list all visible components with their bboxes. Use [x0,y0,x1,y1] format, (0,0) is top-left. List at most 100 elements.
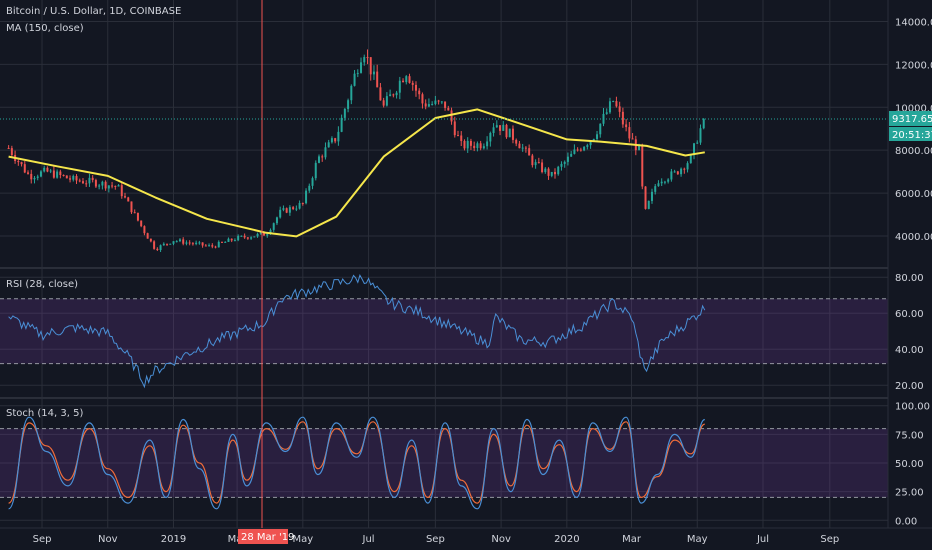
candle-body [224,241,227,243]
candle-body [683,168,686,170]
candle-body [385,96,388,106]
x-tick-label: Nov [98,534,118,545]
candle-body [143,226,146,234]
rsi-legend-label[interactable]: RSI (28, close) [6,279,78,290]
candle-body [638,145,641,151]
candle-body [537,162,540,164]
candle-body [172,241,175,244]
x-tick-label: Sep [426,534,445,545]
candle-body [23,164,26,173]
candle-body [256,233,259,237]
candle-body [337,131,340,142]
candle-body [660,181,663,184]
candle-body [146,233,149,239]
rsi-line [8,274,706,389]
candle-body [596,134,599,139]
candle-body [343,108,346,118]
candle-body [389,94,392,97]
candle-body [214,246,217,248]
candle-body [654,186,657,192]
candle-body [576,149,579,151]
price-y-tick-label: 10000.00 [895,103,932,114]
candle-body [288,207,291,213]
candle-body [49,170,52,172]
candle-body [515,139,518,144]
candle-body [259,232,262,234]
candle-body [631,138,634,140]
candle-body [17,160,20,163]
price-badge-bg [889,111,932,126]
candle-body [427,104,430,107]
candle-body [702,118,705,129]
candle-body [524,147,527,149]
candle-body [334,138,337,142]
candle-body [36,176,39,178]
symbol-title[interactable]: Bitcoin / U.S. Dollar, 1D, COINBASE [6,6,181,17]
candle-body [272,223,275,230]
candle-body [589,140,592,146]
candle-body [650,191,653,201]
candle-body [178,239,181,242]
candle-body [599,123,602,135]
stoch-y-tick-label: 50.00 [895,459,924,470]
candle-body [133,212,136,214]
candle-body [59,171,62,176]
candle-body [65,175,68,179]
candle-body [46,167,49,172]
candle-body [615,101,618,107]
candle-body [502,124,505,131]
candle-body [124,196,127,198]
candle-body [91,177,94,181]
candle-body [414,84,417,91]
candle-body [292,207,295,210]
stoch-band-fill [0,428,888,498]
candle-body [52,170,55,178]
candle-body [608,101,611,113]
price-y-tick-label: 12000.00 [895,60,932,71]
candle-body [699,128,702,143]
candle-body [560,163,563,167]
candle-body [56,171,59,178]
candle-body [311,178,314,186]
candle-body [508,128,511,138]
candle-body [440,101,443,103]
stoch-legend-label[interactable]: Stoch (14, 3, 5) [6,408,83,419]
axis-label-layer: Sep Nov 2019 Mar May Jul Sep Nov 2020 Mar May Jul Se… [33,17,932,545]
x-tick-label: Nov [491,534,511,545]
candle-body [353,73,356,86]
candle-body [321,156,324,158]
candle-body [573,149,576,154]
price-y-tick-label: 14000.00 [895,17,932,28]
candle-body [663,181,666,183]
x-tick-label: Jul [362,534,375,545]
candle-body [534,162,537,166]
candle-body [667,179,670,182]
candle-body [392,94,395,96]
candle-body [201,242,204,246]
candle-body [418,90,421,95]
candle-body [250,237,253,239]
candle-body [253,236,256,238]
candle-body [169,243,172,245]
ma-legend-label[interactable]: MA (150, close) [6,23,84,34]
candle-body [30,173,33,180]
ma-line [8,108,705,238]
candle-body [579,149,582,151]
candle-body [566,156,569,162]
candle-body [479,143,482,149]
x-tick-label: Sep [33,534,52,545]
candle-body [27,172,30,174]
candle-body [469,140,472,146]
candle-body [269,229,272,235]
candle-body [696,142,699,144]
price-badge: 9317.65 [892,114,932,125]
price-y-tick-label: 4000.00 [895,232,932,243]
countdown-badge-bg [889,127,932,141]
candle-body [327,142,330,148]
candle-body [356,72,359,74]
candle-body [204,245,207,247]
candle-body [191,243,194,245]
candle-body [104,181,107,189]
candle-body [457,135,460,137]
